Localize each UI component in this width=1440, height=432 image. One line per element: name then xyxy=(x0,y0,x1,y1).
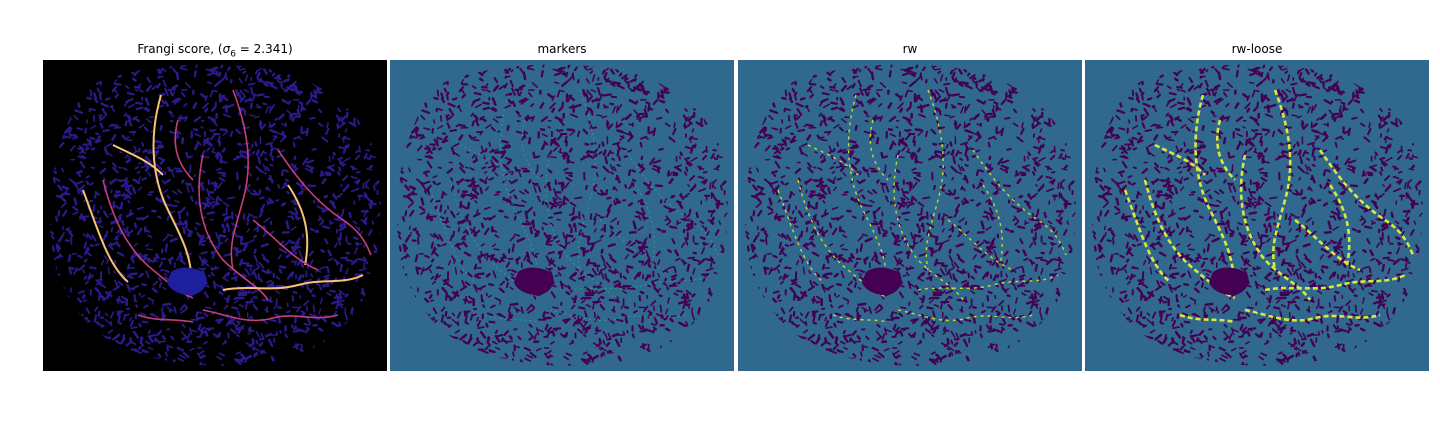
panel-title-rw-loose: rw-loose xyxy=(1231,42,1283,56)
vessel-path xyxy=(832,314,889,323)
vessel-path xyxy=(521,119,541,181)
central-blob xyxy=(167,267,207,296)
vessel-path xyxy=(1244,308,1381,322)
rw-image xyxy=(738,60,1082,371)
vessel-path xyxy=(202,309,339,322)
vessel-path xyxy=(947,219,1014,271)
panel-rw-image xyxy=(738,60,1082,371)
vessel-path xyxy=(1194,94,1235,286)
vessel-path xyxy=(847,94,887,286)
vessel-path xyxy=(500,94,539,286)
vessel-path xyxy=(1123,189,1171,283)
vessel-path xyxy=(459,144,511,176)
central-blob xyxy=(514,267,554,296)
vessel-path xyxy=(893,154,964,301)
panel-rw-loose-image xyxy=(1085,60,1429,371)
vessel-path xyxy=(549,309,686,321)
vessel-path xyxy=(917,274,1059,291)
panel-frangi-image xyxy=(43,60,387,371)
panel-title-frangi: Frangi score, (σ6 = 2.341) xyxy=(137,42,293,60)
vessel-path xyxy=(484,314,541,323)
vessel-path xyxy=(577,89,596,271)
vessel-path xyxy=(137,314,194,323)
vessel-path xyxy=(287,184,309,266)
vessel-path xyxy=(624,149,719,256)
vessel-path xyxy=(1239,154,1312,301)
vessel-path xyxy=(545,154,616,301)
vessel-path xyxy=(982,184,1003,266)
vessel-path xyxy=(925,89,944,271)
central-blob xyxy=(862,267,902,296)
vessel-path xyxy=(777,189,824,283)
vessel-path xyxy=(82,189,129,283)
vessel-path xyxy=(972,149,1067,256)
vessel-path xyxy=(1216,119,1236,181)
vessel-path xyxy=(1328,184,1351,266)
vessel-path xyxy=(1272,89,1292,271)
vessel-path xyxy=(449,179,541,299)
vessel-path xyxy=(807,144,859,176)
vessel-path xyxy=(252,219,319,271)
vessel-path xyxy=(112,144,164,176)
markers-image xyxy=(390,60,734,371)
vessel-path xyxy=(174,119,194,181)
rw-loose-image xyxy=(1085,60,1429,371)
panel-title-rw: rw xyxy=(902,42,918,56)
panel-markers-image xyxy=(390,60,734,371)
vessel-path xyxy=(230,89,249,271)
vessel-path xyxy=(797,179,889,299)
vessel-path xyxy=(599,219,666,271)
vessel-path xyxy=(1294,218,1361,272)
vessel-path xyxy=(198,154,269,301)
frangi-image xyxy=(43,60,387,371)
vessel-path xyxy=(897,309,1034,322)
vessel-path xyxy=(634,184,655,266)
vessel-path xyxy=(152,94,193,286)
vessel-path xyxy=(277,149,372,256)
vessel-path xyxy=(1179,313,1236,324)
central-blob xyxy=(1209,267,1249,296)
panel-title-markers: markers xyxy=(537,42,587,56)
vessel-path xyxy=(1264,273,1406,292)
vessel-path xyxy=(1318,149,1415,256)
vessel-path xyxy=(222,274,364,291)
vessel-path xyxy=(569,274,711,291)
